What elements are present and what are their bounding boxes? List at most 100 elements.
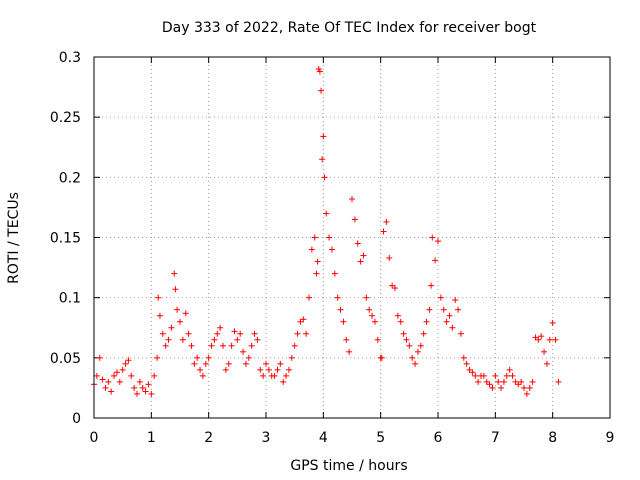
data-point bbox=[188, 342, 195, 349]
data-point bbox=[326, 234, 333, 241]
data-point bbox=[151, 372, 158, 379]
data-point bbox=[555, 378, 562, 385]
data-point bbox=[211, 336, 218, 343]
data-point bbox=[394, 312, 401, 319]
data-point bbox=[294, 330, 301, 337]
data-point bbox=[231, 328, 238, 335]
data-point bbox=[125, 357, 132, 364]
data-point bbox=[162, 342, 169, 349]
data-point bbox=[452, 297, 459, 304]
data-point bbox=[498, 384, 505, 391]
data-point bbox=[349, 195, 355, 202]
data-point bbox=[197, 366, 204, 373]
data-point bbox=[248, 342, 255, 349]
data-point bbox=[122, 360, 129, 367]
data-point bbox=[171, 270, 178, 277]
data-point bbox=[174, 306, 181, 313]
data-point bbox=[242, 360, 249, 367]
data-point bbox=[346, 348, 353, 355]
data-point bbox=[392, 285, 398, 292]
data-point bbox=[443, 318, 450, 325]
data-point bbox=[331, 270, 338, 277]
data-point bbox=[313, 270, 320, 277]
data-point bbox=[426, 306, 433, 313]
data-point bbox=[199, 372, 206, 379]
data-point bbox=[357, 258, 364, 265]
data-point bbox=[254, 336, 261, 343]
data-points bbox=[91, 66, 562, 397]
chart-title: Day 333 of 2022, Rate Of TEC Index for r… bbox=[162, 20, 537, 36]
data-point bbox=[435, 238, 441, 245]
data-point bbox=[386, 254, 393, 261]
data-point bbox=[168, 324, 175, 331]
data-point bbox=[371, 318, 378, 325]
data-point bbox=[93, 372, 100, 379]
data-point bbox=[449, 324, 456, 331]
data-point bbox=[134, 390, 140, 397]
data-point bbox=[139, 384, 146, 391]
data-point bbox=[131, 384, 138, 391]
data-point bbox=[271, 372, 278, 379]
y-tick-label: 0.05 bbox=[50, 351, 81, 367]
data-point bbox=[538, 333, 545, 340]
plot-frame bbox=[93, 56, 611, 419]
data-point bbox=[285, 366, 292, 373]
data-point bbox=[208, 342, 215, 349]
data-point bbox=[172, 286, 179, 293]
data-point bbox=[217, 324, 224, 331]
data-point bbox=[457, 330, 464, 337]
data-point bbox=[113, 369, 120, 376]
data-point bbox=[351, 216, 358, 223]
y-tick-label: 0 bbox=[72, 411, 81, 427]
data-point bbox=[318, 87, 325, 94]
data-point bbox=[148, 390, 155, 397]
data-point bbox=[463, 360, 470, 367]
x-tick-label: 8 bbox=[548, 430, 557, 446]
x-tick-label: 4 bbox=[319, 430, 328, 446]
data-point bbox=[116, 378, 123, 385]
data-point bbox=[546, 336, 553, 343]
data-point bbox=[374, 336, 381, 343]
data-point bbox=[179, 336, 186, 343]
y-tick-label: 0.25 bbox=[50, 110, 81, 126]
data-point bbox=[552, 336, 559, 343]
data-point bbox=[319, 156, 326, 163]
data-point bbox=[263, 360, 269, 367]
data-point bbox=[265, 366, 272, 373]
data-point bbox=[420, 330, 427, 337]
data-point bbox=[472, 372, 479, 379]
data-point bbox=[383, 218, 390, 225]
data-point bbox=[96, 354, 103, 361]
data-point bbox=[283, 372, 290, 379]
data-point bbox=[489, 384, 496, 391]
data-point bbox=[102, 384, 109, 391]
data-point bbox=[251, 330, 258, 337]
data-point bbox=[492, 372, 499, 379]
y-tick-label: 0.3 bbox=[59, 50, 81, 66]
data-point bbox=[403, 336, 410, 343]
x-tick-label: 1 bbox=[147, 430, 156, 446]
data-point bbox=[369, 312, 376, 319]
x-axis-label: GPS time / hours bbox=[290, 458, 407, 474]
data-point bbox=[155, 294, 162, 301]
data-point bbox=[460, 354, 467, 361]
data-point bbox=[455, 306, 462, 313]
data-point bbox=[194, 354, 201, 361]
data-point bbox=[177, 318, 183, 325]
data-point bbox=[417, 342, 424, 349]
data-point bbox=[343, 336, 350, 343]
y-tick-label: 0.15 bbox=[50, 231, 81, 247]
data-point bbox=[423, 318, 430, 325]
grid-lines bbox=[94, 57, 610, 418]
data-point bbox=[182, 310, 189, 317]
data-point bbox=[509, 372, 516, 379]
y-tick-label: 0.2 bbox=[59, 170, 81, 186]
data-point bbox=[222, 366, 229, 373]
data-point bbox=[214, 330, 221, 337]
data-point bbox=[225, 360, 232, 367]
data-point bbox=[159, 330, 166, 337]
data-point bbox=[311, 234, 318, 241]
data-point bbox=[360, 252, 367, 259]
data-point bbox=[495, 378, 502, 385]
data-point bbox=[486, 381, 493, 388]
